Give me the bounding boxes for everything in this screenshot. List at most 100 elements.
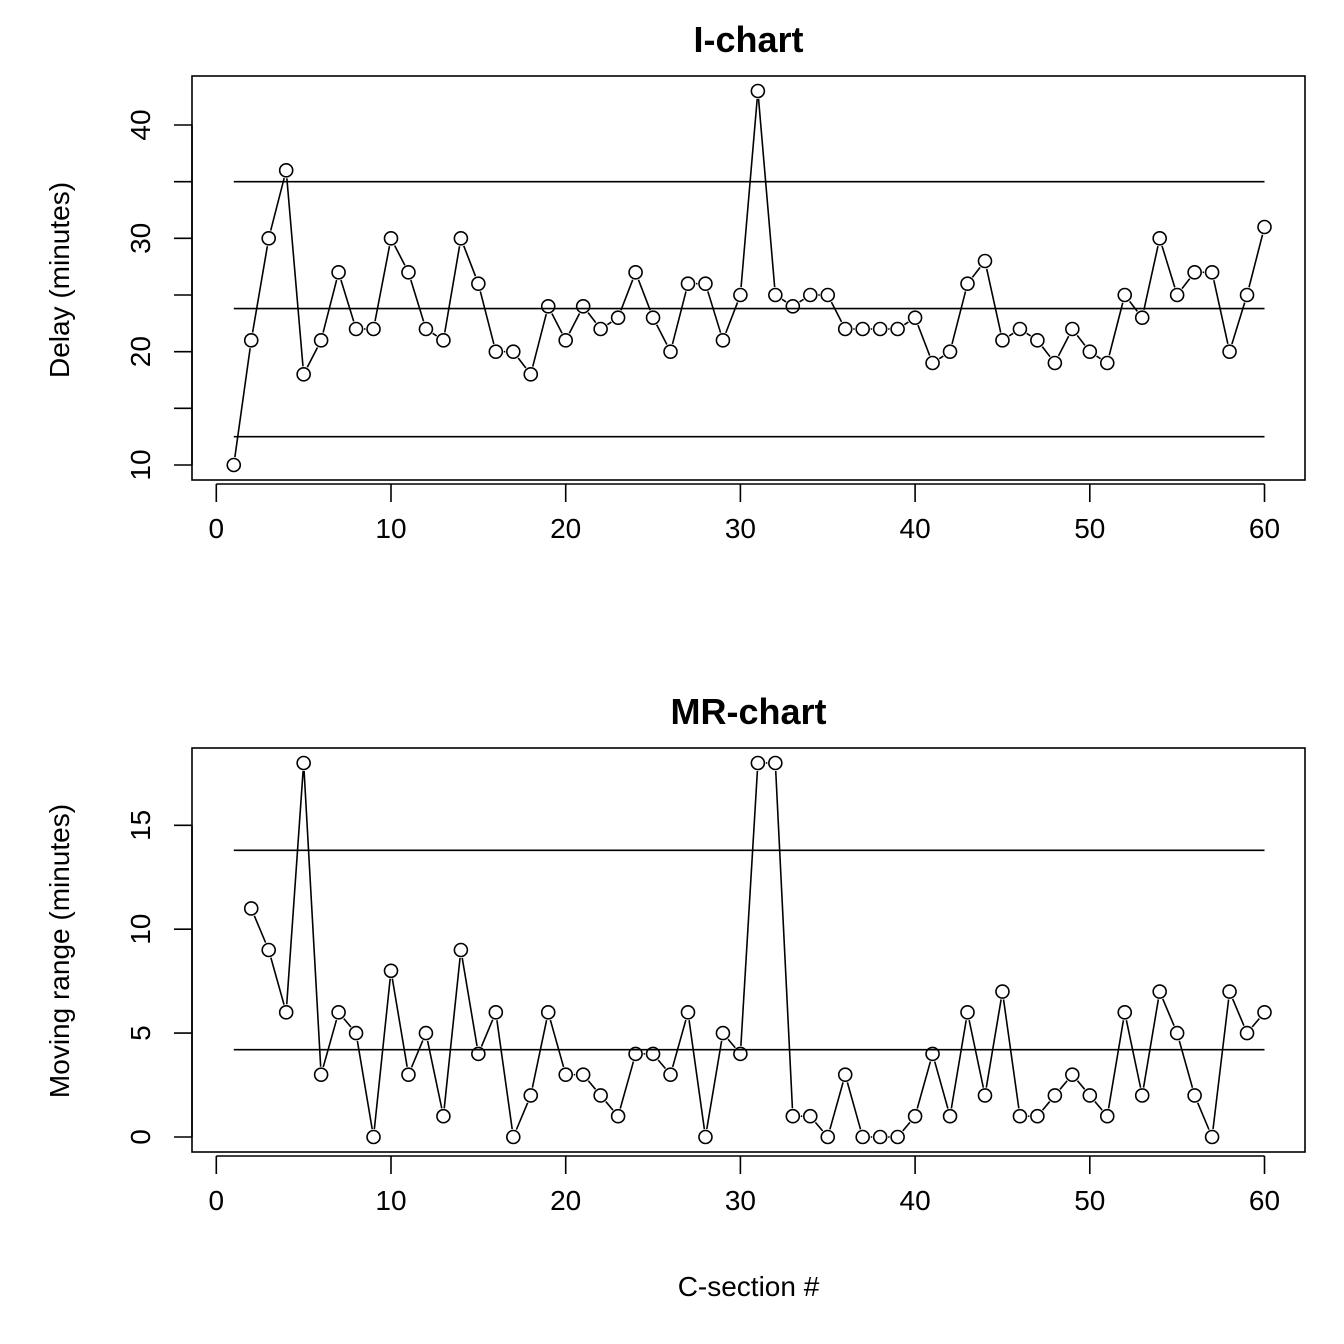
mr-chart-data-point bbox=[855, 1129, 870, 1145]
i-chart-title: I-chart bbox=[693, 19, 803, 60]
mr-chart-x-axis-label: C-section # bbox=[678, 1271, 820, 1302]
mr-chart-data-point bbox=[296, 755, 311, 771]
mr-chart-control-limits bbox=[233, 849, 1265, 1051]
i-chart-series-segment bbox=[938, 355, 944, 360]
i-chart-data-point bbox=[820, 287, 836, 303]
mr-chart-data-point bbox=[1222, 984, 1237, 999]
mr-chart-series-segment bbox=[1041, 1101, 1051, 1111]
i-chart-data-point bbox=[348, 321, 364, 337]
mr-chart-series-segment bbox=[373, 978, 391, 1130]
mr-chart-series-segment bbox=[531, 1019, 548, 1088]
i-chart-y-axis-label: Delay (minutes) bbox=[44, 182, 75, 378]
mr-chart-series-segment bbox=[968, 1019, 985, 1088]
mr-chart-x-tick-label: 10 bbox=[375, 1185, 406, 1216]
mr-chart-series-segment bbox=[705, 1040, 723, 1130]
mr-chart-y-tick-label: 15 bbox=[125, 810, 156, 841]
mr-chart-series-segment bbox=[1142, 999, 1160, 1088]
mr-chart-series-segment bbox=[1125, 1019, 1142, 1088]
i-chart-data-point bbox=[1065, 321, 1080, 337]
mr-chart-series-segment bbox=[356, 1040, 373, 1130]
i-chart-data-point bbox=[331, 265, 346, 280]
mr-chart-x-tick-label: 40 bbox=[900, 1185, 931, 1216]
mr-chart-series-segment bbox=[391, 978, 408, 1067]
i-chart-series-segment bbox=[322, 279, 338, 333]
i-chart-data-point bbox=[1204, 265, 1220, 280]
mr-chart-data-point bbox=[715, 1025, 731, 1041]
mr-chart-series-segment bbox=[1002, 999, 1020, 1109]
mr-chart-data-point bbox=[1134, 1088, 1150, 1103]
mr-chart-data-point bbox=[680, 1005, 696, 1020]
i-chart-data-point bbox=[907, 310, 923, 325]
i-chart-data-point bbox=[733, 287, 748, 303]
mr-chart-axes: 0 10 20 30 40 50 60 0 5 10 15 bbox=[125, 810, 1280, 1216]
i-chart-data-point bbox=[890, 321, 905, 337]
i-chart-x-tick-label: 60 bbox=[1249, 513, 1280, 544]
i-chart-control-limits bbox=[233, 180, 1265, 438]
i-chart-data-point bbox=[995, 333, 1010, 348]
i-chart-data-point bbox=[1257, 219, 1272, 235]
i-chart-data-point bbox=[680, 276, 696, 291]
i-chart-axes: 0 10 20 30 40 50 60 10 20 30 40 bbox=[125, 109, 1280, 544]
mr-chart-series-segment bbox=[1196, 1102, 1210, 1130]
mr-chart-data-point bbox=[995, 984, 1010, 999]
i-chart-data-point bbox=[278, 163, 294, 178]
mr-chart-y-tick-label: 5 bbox=[125, 1025, 156, 1041]
i-chart-series-segment bbox=[443, 246, 461, 333]
i-chart-data-point bbox=[802, 287, 818, 303]
mr-chart-series-segment bbox=[829, 1082, 844, 1130]
mr-chart-series-segment bbox=[740, 770, 759, 1046]
i-chart-series-segment bbox=[637, 279, 651, 311]
i-chart-series-segment bbox=[1041, 346, 1051, 358]
mr-chart-series-segment bbox=[285, 770, 304, 1005]
mr-chart-y-tick-label: 0 bbox=[125, 1129, 156, 1145]
i-chart-data-point bbox=[453, 231, 469, 246]
mr-chart-x-tick-label: 50 bbox=[1074, 1185, 1105, 1216]
i-chart-data-point bbox=[1047, 355, 1063, 371]
i-chart-data-point bbox=[977, 253, 993, 269]
mr-chart-data-point bbox=[313, 1067, 329, 1082]
mr-chart-series-segment bbox=[1251, 1017, 1260, 1028]
mr-chart-data-point bbox=[785, 1108, 801, 1124]
mr-chart-data-point bbox=[925, 1046, 940, 1062]
mr-chart-data-point bbox=[872, 1129, 888, 1145]
mr-chart-series-segment bbox=[846, 1082, 862, 1130]
mr-chart-data-point bbox=[558, 1067, 574, 1082]
mr-chart-series-segment bbox=[1094, 1101, 1103, 1111]
mr-chart-data-point bbox=[698, 1129, 713, 1145]
mr-chart-series-segment bbox=[1178, 1040, 1194, 1088]
mr-chart-x-tick-label: 0 bbox=[209, 1185, 225, 1216]
i-chart-data-point bbox=[785, 299, 801, 314]
i-chart-data-point bbox=[628, 265, 643, 280]
i-chart-series-segment bbox=[1096, 355, 1101, 360]
i-chart-series-segment bbox=[951, 291, 967, 345]
i-chart-data-point bbox=[1117, 287, 1133, 303]
i-chart-y-tick-label: 40 bbox=[125, 109, 156, 140]
i-chart-series-segment bbox=[340, 279, 355, 322]
mr-chart-data-point bbox=[593, 1088, 608, 1103]
i-chart-data-point bbox=[383, 231, 399, 246]
i-chart-series-segment bbox=[286, 178, 304, 367]
i-chart-x-tick-label: 0 bbox=[209, 513, 225, 544]
i-chart-plot-frame bbox=[191, 75, 1306, 481]
i-chart-data-point bbox=[663, 344, 678, 359]
i-chart-series-segment bbox=[757, 98, 776, 288]
i-chart-series-segment bbox=[432, 332, 438, 337]
mr-chart-data-point bbox=[1152, 984, 1167, 999]
mr-chart-series-segment bbox=[985, 999, 1002, 1088]
i-chart-data-point bbox=[313, 333, 329, 348]
mr-chart-data-point bbox=[1169, 1025, 1185, 1041]
mr-chart-data-point bbox=[453, 942, 469, 958]
i-chart-series-segment bbox=[251, 246, 269, 333]
i-chart-data-point bbox=[226, 457, 242, 473]
mr-chart-series-segment bbox=[605, 1101, 614, 1111]
i-chart-data-point bbox=[645, 310, 661, 325]
mr-chart-data-point bbox=[523, 1088, 539, 1103]
mr-chart-series-segment bbox=[343, 1017, 352, 1028]
i-chart-series-segment bbox=[740, 98, 758, 288]
mr-chart-series-segment bbox=[461, 957, 478, 1047]
mr-chart-data-point bbox=[1012, 1108, 1028, 1124]
mr-chart-data-point bbox=[471, 1046, 486, 1062]
mr-chart-series-segment bbox=[270, 957, 285, 1005]
i-chart-y-tick-label: 10 bbox=[125, 449, 156, 480]
